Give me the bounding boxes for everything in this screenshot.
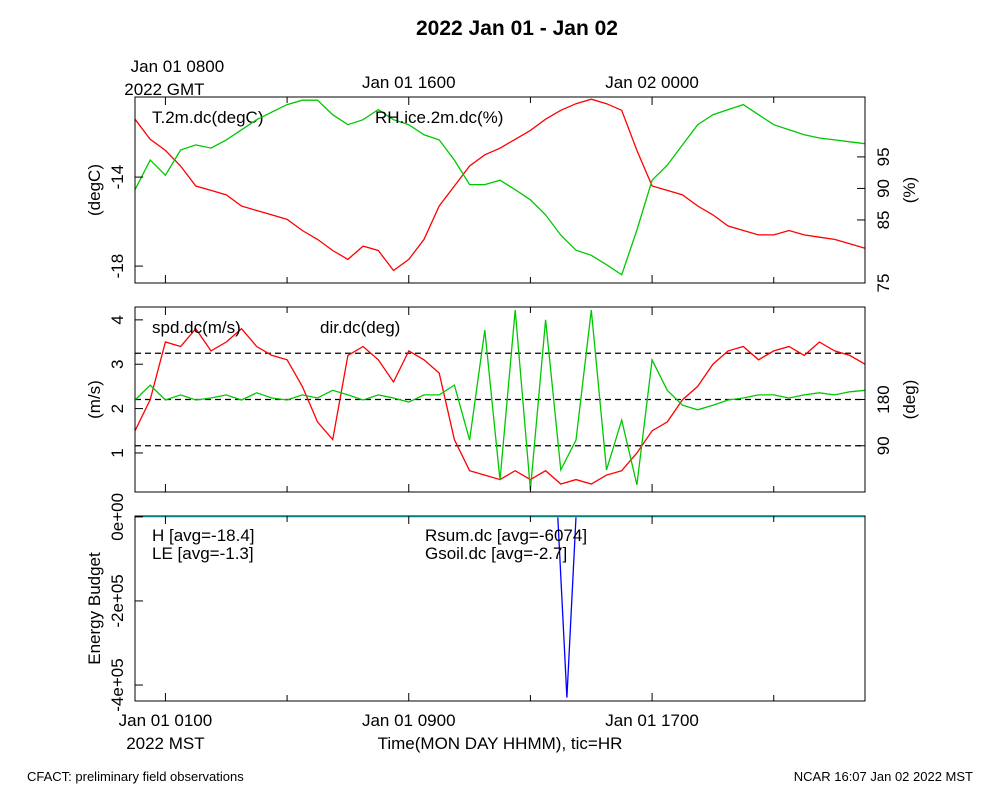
chart-title: 2022 Jan 01 - Jan 02 <box>416 17 618 40</box>
y2-tick-label: 75 <box>874 274 893 293</box>
legend-entry: LE [avg=-1.3] <box>152 544 254 563</box>
y2-axis-label: (deg) <box>900 380 919 420</box>
series-line <box>134 99 866 276</box>
y-tick-label: 0e+00 <box>108 493 127 541</box>
footer-right: NCAR 16:07 Jan 02 2022 MST <box>794 769 973 784</box>
legend-entry: dir.dc(deg) <box>320 318 400 337</box>
y2-tick-label: 90 <box>874 179 893 198</box>
x-timezone-label: 2022 MST <box>126 734 204 753</box>
y2-tick-label: 85 <box>874 210 893 229</box>
legend-entry: RH.ice.2m.dc(%) <box>375 108 503 127</box>
series-line <box>134 98 866 272</box>
y2-tick-label: 180 <box>874 385 893 413</box>
x-tick-label: Jan 01 1700 <box>605 711 699 730</box>
y-tick-label: 4 <box>108 315 127 324</box>
legend-entry: H [avg=-18.4] <box>152 526 255 545</box>
legend-entry: Gsoil.dc [avg=-2.7] <box>425 544 567 563</box>
y-axis-label: (degC) <box>85 164 104 216</box>
y2-tick-label: 90 <box>874 436 893 455</box>
y-tick-label: -2e+05 <box>108 574 127 627</box>
y-axis-label: (m/s) <box>85 380 104 419</box>
x-tick-label: Jan 01 0900 <box>362 711 456 730</box>
x-axis-label: Time(MON DAY HHMM), tic=HR <box>378 734 623 753</box>
y-tick-label: 3 <box>108 359 127 368</box>
legend-entry: Rsum.dc [avg=-6074] <box>425 526 587 545</box>
plot-frame <box>134 515 866 702</box>
y2-axis-label: (%) <box>900 177 919 203</box>
top-tick-label: Jan 01 1600 <box>362 73 456 92</box>
y-tick-label: -18 <box>108 254 127 279</box>
y-tick-label: 2 <box>108 404 127 413</box>
y-tick-label: 1 <box>108 448 127 457</box>
plot-frame <box>134 96 866 284</box>
y2-tick-label: 95 <box>874 147 893 166</box>
x-tick-label: Jan 01 0100 <box>119 711 213 730</box>
series-line <box>134 310 866 490</box>
footer-left: CFACT: preliminary field observations <box>27 769 244 784</box>
top-timezone-label: 2022 GMT <box>124 80 204 99</box>
top-tick-label: Jan 02 0000 <box>605 73 699 92</box>
legend-entry: T.2m.dc(degC) <box>152 108 263 127</box>
y-tick-label: -4e+05 <box>108 658 127 711</box>
y-axis-label: Energy Budget <box>85 552 104 665</box>
legend-entry: spd.dc(m/s) <box>152 318 241 337</box>
y-tick-label: -14 <box>108 165 127 190</box>
top-tick-label: Jan 01 0800 <box>131 57 225 76</box>
